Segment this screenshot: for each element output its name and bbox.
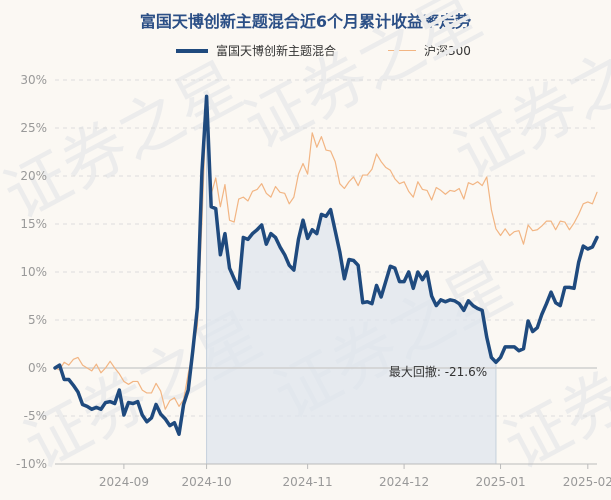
annotation-layer: 最大回撤: -21.6% [389, 364, 487, 379]
x-tick-label: 2024-10 [182, 475, 232, 489]
legend-swatch-index [388, 50, 416, 51]
series-line-index [54, 97, 598, 410]
y-tick-label: 20% [20, 169, 47, 183]
y-tick-label: 0% [28, 361, 47, 375]
x-axis: 2024-09 2024-10 2024-11 2024-12 2025-01 2025-… [55, 463, 611, 489]
x-tick-label: 2024-09 [99, 475, 149, 489]
x-tick-label: 2024-11 [283, 475, 333, 489]
x-tick-label: 2024-12 [379, 475, 429, 489]
drawdown-area [206, 96, 496, 464]
x-tick-label: 2025-01 [475, 475, 525, 489]
y-tick-label: 25% [20, 121, 47, 135]
x-tick-label: 2025-02 [563, 475, 611, 489]
y-tick-label: 15% [20, 217, 47, 231]
y-tick-label: 30% [20, 73, 47, 87]
y-tick-label: 5% [28, 313, 47, 327]
legend-item-index[interactable]: 沪深300 [388, 42, 471, 59]
legend-item-fund[interactable]: 富国天博创新主题混合 [176, 42, 336, 59]
series-line-fund [53, 94, 599, 436]
chart-title: 富国天博创新主题混合近6个月累计收益率走势 [139, 12, 472, 31]
max-drawdown-region [55, 96, 597, 464]
series-lines [53, 94, 599, 436]
legend-swatch-fund [176, 48, 208, 53]
y-tick-label: 10% [20, 265, 47, 279]
legend-label-index: 沪深300 [424, 44, 471, 58]
y-tick-label: -5% [24, 409, 47, 423]
y-axis: 30% 25% 20% 15% 10% 5% 0% -5% -10% [16, 73, 47, 471]
chart-legend: 富国天博创新主题混合 沪深300 [0, 42, 611, 62]
y-tick-label: -10% [16, 457, 47, 471]
legend-label-fund: 富国天博创新主题混合 [216, 44, 337, 58]
watermark-text: 证券之星 [493, 299, 611, 485]
drawdown-label: 最大回撤: -21.6% [389, 364, 487, 379]
